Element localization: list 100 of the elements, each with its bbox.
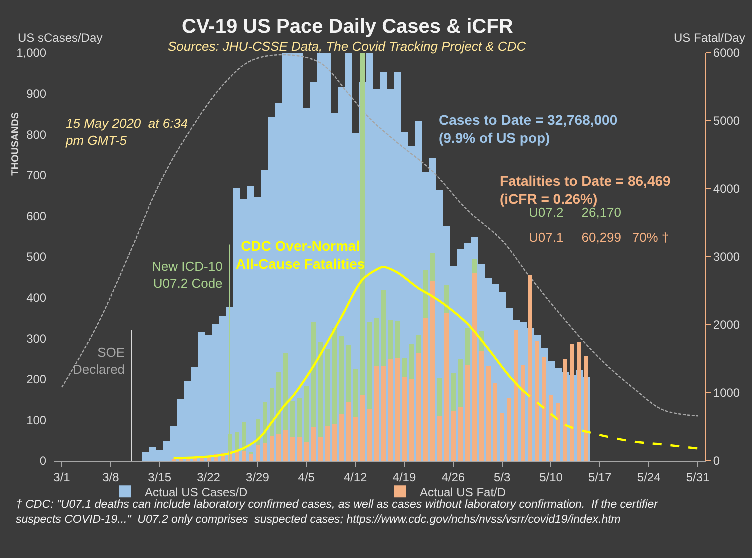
- bar: [290, 437, 295, 461]
- bar: [256, 445, 260, 461]
- bar: [381, 290, 386, 366]
- y2-axis-title: US Fatal/Day: [674, 31, 746, 45]
- bar: [423, 270, 428, 318]
- x-tick-label: 3/1: [54, 470, 71, 484]
- bar: [311, 322, 316, 427]
- bar: [388, 359, 393, 461]
- legend-label: Actual US Cases/D: [145, 485, 248, 500]
- x-tick-label: 3/29: [246, 470, 270, 484]
- bar: [332, 328, 337, 424]
- y-tick-label: 1,000: [16, 46, 47, 60]
- bar: [458, 407, 463, 461]
- annotation: 15 May 2020 at 6:34 pm GMT-5: [65, 116, 188, 148]
- bar: [304, 386, 309, 442]
- bar: [472, 259, 477, 273]
- annotation: Cases to Date = 32,768,000 (9.9% of US pop): [439, 112, 618, 146]
- annotation: CDC Over-Normal All-Cause Fatalities: [236, 238, 366, 272]
- bar: [374, 318, 379, 366]
- bar: [276, 434, 281, 461]
- x-tick-label: 3/22: [197, 470, 221, 484]
- x-tick-label: 5/31: [686, 470, 710, 484]
- bar: [339, 336, 344, 414]
- bar: [235, 432, 239, 451]
- bar: [353, 369, 358, 417]
- y-tick-label: 900: [26, 87, 47, 101]
- y-tick-label: 100: [26, 413, 47, 428]
- line-series: [61, 54, 699, 417]
- text: THOUSANDS: [10, 112, 22, 176]
- y-tick-label: 400: [26, 291, 47, 305]
- bar: [395, 321, 400, 358]
- bar: [381, 366, 386, 461]
- bar: [346, 345, 351, 402]
- bar: [367, 322, 372, 409]
- bar: [263, 402, 267, 443]
- y-tick-label: 300: [26, 332, 47, 346]
- bar: [353, 417, 358, 461]
- x-tick-label: 3/8: [102, 470, 120, 484]
- bar: [270, 436, 274, 461]
- x-tick-label: 4/19: [392, 470, 416, 484]
- y-axis-title: US sCases/Day: [18, 31, 103, 45]
- bar: [283, 353, 288, 430]
- bar: [409, 344, 414, 379]
- bar: [374, 366, 379, 461]
- bar: [242, 451, 246, 461]
- bar: [500, 413, 504, 461]
- bar: [430, 253, 435, 281]
- bar: [242, 422, 246, 451]
- legend-label: Actual US Fat/D: [420, 485, 506, 500]
- y-tick-label: 0: [40, 454, 47, 468]
- x-tick-label: 5/3: [494, 470, 511, 484]
- bar: [339, 414, 344, 461]
- bar: [451, 373, 456, 411]
- y2-tick-label: 1000: [713, 386, 740, 400]
- text: † CDC: "U07.1 deaths can include laboratory confirmed cases, as well as cases without laboratory confirmation. If the certifier suspects COVID-19..." U07.2 only comprises suspected cases; https://www.cdc.gov/nchs/nvss/vsrr/covid19/index.htm: [16, 499, 660, 526]
- y2-tick-label: 2000: [713, 318, 740, 332]
- bar: [304, 442, 309, 461]
- bar: [437, 416, 442, 461]
- y2-tick-label: 0: [713, 454, 720, 468]
- bar: [311, 427, 316, 461]
- y2-tick-label: 3000: [713, 250, 740, 264]
- y-tick-label: 200: [26, 372, 47, 387]
- x-tick-label: 5/24: [637, 470, 662, 484]
- bar: [402, 377, 407, 461]
- x-tick-label: 4/26: [442, 470, 466, 484]
- bar: [395, 358, 400, 461]
- bar: [465, 328, 470, 365]
- bar: [318, 342, 323, 437]
- y-tick-label: 800: [26, 128, 47, 142]
- x-tick-label: 3/15: [148, 470, 172, 484]
- bar: [388, 320, 393, 359]
- bar: [318, 437, 323, 461]
- y-tick-label: 500: [26, 250, 47, 264]
- y2-tick-label: 6000: [713, 46, 740, 60]
- annotation: U07.1 60,299 70% †: [529, 230, 670, 245]
- bar: [367, 409, 372, 461]
- y2-tick-label: 4000: [713, 182, 740, 196]
- bar: [360, 395, 365, 461]
- chart-title: CV-19 US Pace Daily Cases & iCFR: [182, 16, 514, 38]
- bar: [409, 379, 414, 461]
- y-tick-label: 600: [26, 209, 47, 224]
- bar: [290, 401, 295, 437]
- bar: [283, 430, 288, 461]
- bar: [451, 411, 456, 461]
- bar: [263, 443, 267, 461]
- bar: [270, 388, 274, 436]
- bar: [297, 398, 302, 437]
- bar: [437, 378, 442, 416]
- bar: [458, 359, 463, 407]
- bar: [249, 454, 253, 461]
- ref-line-label: SOE Declared: [73, 345, 126, 377]
- bar: [346, 402, 351, 461]
- y2-tick-label: 5000: [713, 114, 740, 128]
- x-tick-label: 5/17: [588, 470, 612, 484]
- bar: [325, 426, 330, 461]
- annotation: Fatalities to Date = 86,469 (iCFR = 0.26%): [500, 173, 672, 208]
- bar: [325, 349, 330, 426]
- bar: [416, 335, 421, 353]
- chart-subtitle: Sources: JHU-CSSE Data, The Covid Tracking Project & CDC: [168, 39, 527, 54]
- x-tick-label: 5/10: [540, 470, 564, 484]
